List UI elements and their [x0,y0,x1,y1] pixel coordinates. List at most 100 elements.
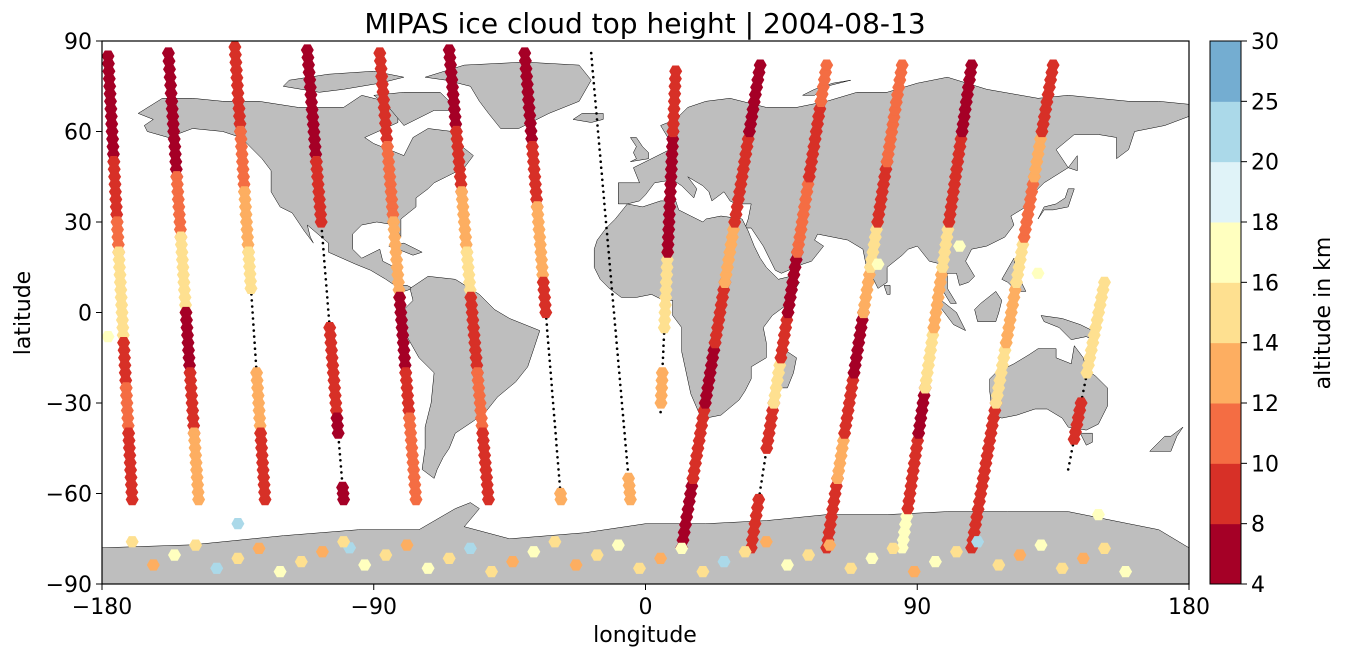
no-cloud-point [608,269,612,272]
no-cloud-point [250,305,254,308]
colorbar-tick-label: 25 [1251,90,1279,115]
no-cloud-point [324,272,327,275]
no-cloud-point [761,474,764,477]
colorbar-segment [1210,282,1241,344]
cloud-point [886,542,900,554]
no-cloud-point [250,299,254,302]
y-tick-label: −30 [46,392,92,417]
no-cloud-point [622,419,625,423]
no-cloud-point [557,474,561,477]
cloud-point [654,552,668,564]
land-shape [1067,154,1078,172]
no-cloud-point [615,341,618,345]
no-cloud-point [622,425,626,429]
no-cloud-point [760,480,763,483]
land-shape [400,276,541,479]
colorbar-tick-label: 20 [1251,151,1279,176]
no-cloud-point [613,317,616,320]
colorbar-tick-label: 16 [1251,271,1279,296]
no-cloud-point [254,359,258,363]
no-cloud-point [598,154,602,157]
no-cloud-point [547,353,551,357]
no-cloud-point [338,447,341,450]
x-tick-label: 90 [903,595,931,620]
y-tick-label: −90 [46,573,92,598]
no-cloud-point [322,253,326,257]
no-cloud-point [252,329,256,332]
cloud-point [759,536,773,548]
cloud-point [102,331,115,343]
no-cloud-point [616,359,620,363]
no-cloud-point [548,359,551,363]
no-cloud-point [604,214,607,218]
no-cloud-point [1070,450,1073,453]
no-cloud-point [548,365,552,369]
no-cloud-point [549,377,553,381]
no-cloud-point [592,75,595,79]
no-cloud-point [555,443,558,447]
no-cloud-point [623,431,626,435]
no-cloud-point [589,51,593,55]
no-cloud-point [253,341,256,345]
y-axis-label: latitude [11,271,36,355]
no-cloud-point [545,329,549,332]
cloud-point [590,549,604,561]
no-cloud-point [613,323,617,326]
cloud-point [928,556,942,568]
no-cloud-point [625,456,628,459]
cloud-point [231,518,245,530]
cloud-point [400,539,414,551]
no-cloud-point [625,462,629,465]
cloud-point [1031,267,1045,279]
land-shape [883,285,891,295]
no-cloud-point [337,440,341,444]
cloud-point [379,549,393,561]
cloud-point [623,493,637,506]
cloud-point [125,493,139,506]
cloud-point [823,539,837,551]
cloud-point [907,566,921,578]
y-axis: −90 −60 −30 0 30 60 90 [46,30,102,598]
cloud-point [780,559,794,571]
cloud-point [1076,552,1090,564]
colorbar-tick-label: 30 [1251,30,1279,55]
colorbar-segment [1210,161,1241,223]
land-shape [572,113,604,123]
no-cloud-point [659,410,662,414]
no-cloud-point [550,383,553,387]
cloud-point [1055,562,1069,574]
cloud-point [485,566,498,578]
no-cloud-point [594,106,598,109]
no-cloud-point [554,431,557,435]
no-cloud-point [610,287,614,290]
cloud-point [738,546,752,558]
no-cloud-point [340,477,344,480]
no-cloud-point [614,335,618,338]
cloud-point [820,59,834,71]
no-cloud-point [555,450,559,453]
y-tick-label: 60 [64,121,92,146]
cloud-point [314,216,328,228]
no-cloud-point [546,341,550,345]
no-cloud-point [615,347,619,351]
cloud-point [965,59,979,71]
colorbar-segment [1210,463,1241,525]
colorbar-tick-label: 4 [1251,573,1265,598]
no-cloud-point [546,335,549,338]
x-axis: −180 −90 0 90 180 [72,584,1210,620]
no-cloud-point [661,362,664,366]
cloud-point [539,306,553,319]
no-cloud-point [590,57,593,61]
no-cloud-point [601,184,605,188]
no-cloud-point [590,63,594,67]
no-cloud-point [252,323,255,326]
colorbar-tick-label: 10 [1251,452,1279,477]
no-cloud-point [616,353,619,357]
cloud-point [331,427,345,439]
no-cloud-point [594,100,597,103]
no-cloud-point [601,178,604,182]
colorbar-frame [1209,40,1242,585]
cloud-point [337,536,351,548]
no-cloud-point [545,323,549,326]
no-cloud-point [554,437,558,441]
